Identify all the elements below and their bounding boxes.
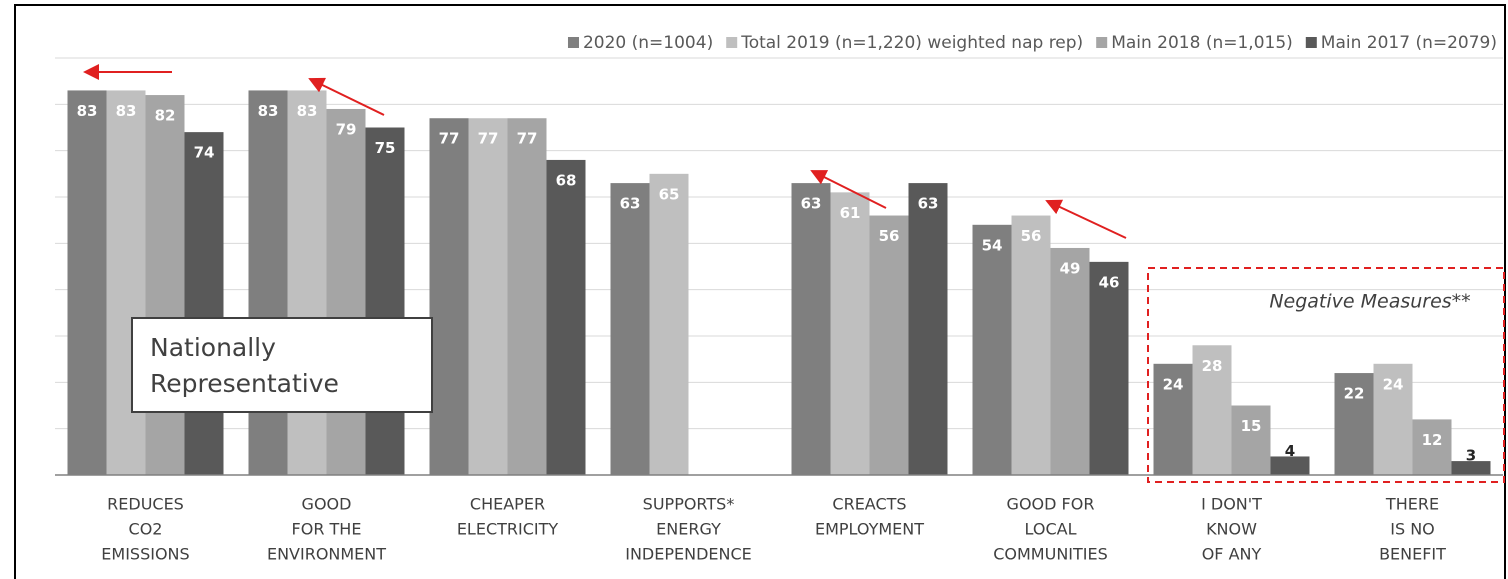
data-label: 15: [1241, 417, 1262, 435]
data-label: 77: [439, 130, 460, 148]
data-label: 79: [336, 120, 357, 138]
bar: [145, 95, 185, 476]
bar: [287, 90, 327, 475]
data-label: 83: [77, 102, 98, 120]
data-label: 83: [116, 102, 137, 120]
legend: 2020 (n=1004) Total 2019 (n=1,220) weight…: [567, 33, 1497, 53]
annotation: Nationally: [150, 333, 276, 362]
data-label: 4: [1285, 442, 1295, 460]
bar: [184, 132, 224, 475]
x-tick-label: ENVIRONMENT: [267, 545, 386, 564]
bar: [1373, 363, 1413, 475]
data-label: 56: [1021, 227, 1042, 245]
bar: [610, 183, 650, 475]
bar: [1270, 456, 1310, 475]
annotation: Negative Measures**: [1269, 291, 1470, 313]
data-label: 28: [1202, 357, 1223, 375]
data-label: 3: [1466, 447, 1476, 465]
legend-label: Total 2019 (n=1,220) weighted nap rep): [740, 33, 1083, 53]
data-label: 75: [375, 139, 396, 157]
bar: [1089, 261, 1129, 475]
data-label: 24: [1383, 375, 1404, 393]
legend-swatch: [1096, 37, 1108, 48]
x-tick-label: REDUCES: [107, 495, 184, 514]
bar: [908, 183, 948, 475]
bar: [1231, 405, 1271, 475]
data-label: 49: [1060, 259, 1081, 277]
x-tick-label: IS NO: [1390, 520, 1435, 539]
data-label: 68: [556, 171, 577, 189]
data-label: 77: [478, 130, 499, 148]
data-label: 61: [840, 204, 861, 222]
legend-swatch: [567, 37, 579, 48]
bar: [1192, 345, 1232, 475]
annotation: Representative: [150, 369, 339, 398]
bar: [649, 173, 689, 476]
bar: [1011, 215, 1051, 476]
x-tick-label: FOR THE: [292, 520, 362, 539]
data-label: 63: [918, 195, 939, 213]
data-label: 83: [297, 102, 318, 120]
data-label: 77: [517, 130, 538, 148]
bars: 83 83 77 63 63 54 24 22 83 83 77 65 61 56 28 24 82 79 77 56…: [67, 90, 1491, 476]
bar: [791, 183, 831, 475]
highlight-box: [1147, 267, 1505, 483]
bar: [1050, 247, 1090, 475]
legend-label: Main 2017 (n=2079): [1321, 33, 1497, 53]
data-label: 12: [1422, 431, 1443, 449]
bar: [869, 215, 909, 476]
data-label: 24: [1163, 375, 1184, 393]
bar: [1412, 419, 1452, 475]
data-label: 46: [1099, 273, 1120, 291]
x-tick-label: INDEPENDENCE: [625, 545, 752, 564]
bar: [106, 90, 146, 475]
data-label: 63: [801, 195, 822, 213]
legend-swatch: [1305, 37, 1317, 48]
bar: [830, 192, 870, 475]
bar: [429, 118, 469, 475]
bar: [507, 118, 547, 475]
x-tick-label: GOOD FOR: [1007, 495, 1095, 514]
data-label: 74: [194, 144, 215, 162]
data-label: 22: [1344, 385, 1365, 403]
x-tick-label: CO2: [129, 520, 163, 539]
x-tick-label: SUPPORTS*: [643, 495, 735, 514]
legend-label: Main 2018 (n=1,015): [1111, 33, 1293, 53]
x-tick-label: BENEFIT: [1379, 545, 1446, 564]
bar: [546, 159, 586, 475]
data-label: 83: [258, 102, 279, 120]
bar: [365, 127, 405, 475]
x-tick-label: LOCAL: [1025, 520, 1077, 539]
x-tick-label: EMISSIONS: [101, 545, 189, 564]
x-tick-label: COMMUNITIES: [993, 545, 1108, 564]
data-label: 54: [982, 236, 1003, 254]
legend-swatch: [726, 37, 738, 48]
bar: [972, 224, 1012, 475]
data-label: 56: [879, 227, 900, 245]
x-tick-label: ELECTRICITY: [457, 520, 559, 539]
x-tick-label: ENERGY: [656, 520, 721, 539]
x-tick-label: CREACTS: [832, 495, 906, 514]
x-tick-label: OF ANY: [1202, 545, 1262, 564]
bar: [1334, 373, 1374, 475]
x-tick-label: GOOD: [302, 495, 352, 514]
data-label: 82: [155, 107, 176, 125]
annotation-box: [131, 317, 433, 413]
data-label: 65: [659, 185, 680, 203]
x-tick-label: I DON'T: [1201, 495, 1262, 514]
bar: [248, 90, 288, 475]
bar: [1451, 461, 1491, 475]
bar: [1153, 363, 1193, 475]
x-tick-label: CHEAPER: [470, 495, 545, 514]
bar: [326, 108, 366, 475]
arrows: [83, 64, 1127, 239]
data-label: 63: [620, 195, 641, 213]
x-tick-label: EMPLOYMENT: [815, 520, 924, 539]
bar: [67, 90, 107, 475]
x-tick-label: THERE: [1385, 495, 1439, 514]
x-tick-label: KNOW: [1206, 520, 1257, 539]
bar: [468, 118, 508, 475]
legend-label: 2020 (n=1004): [583, 33, 713, 53]
